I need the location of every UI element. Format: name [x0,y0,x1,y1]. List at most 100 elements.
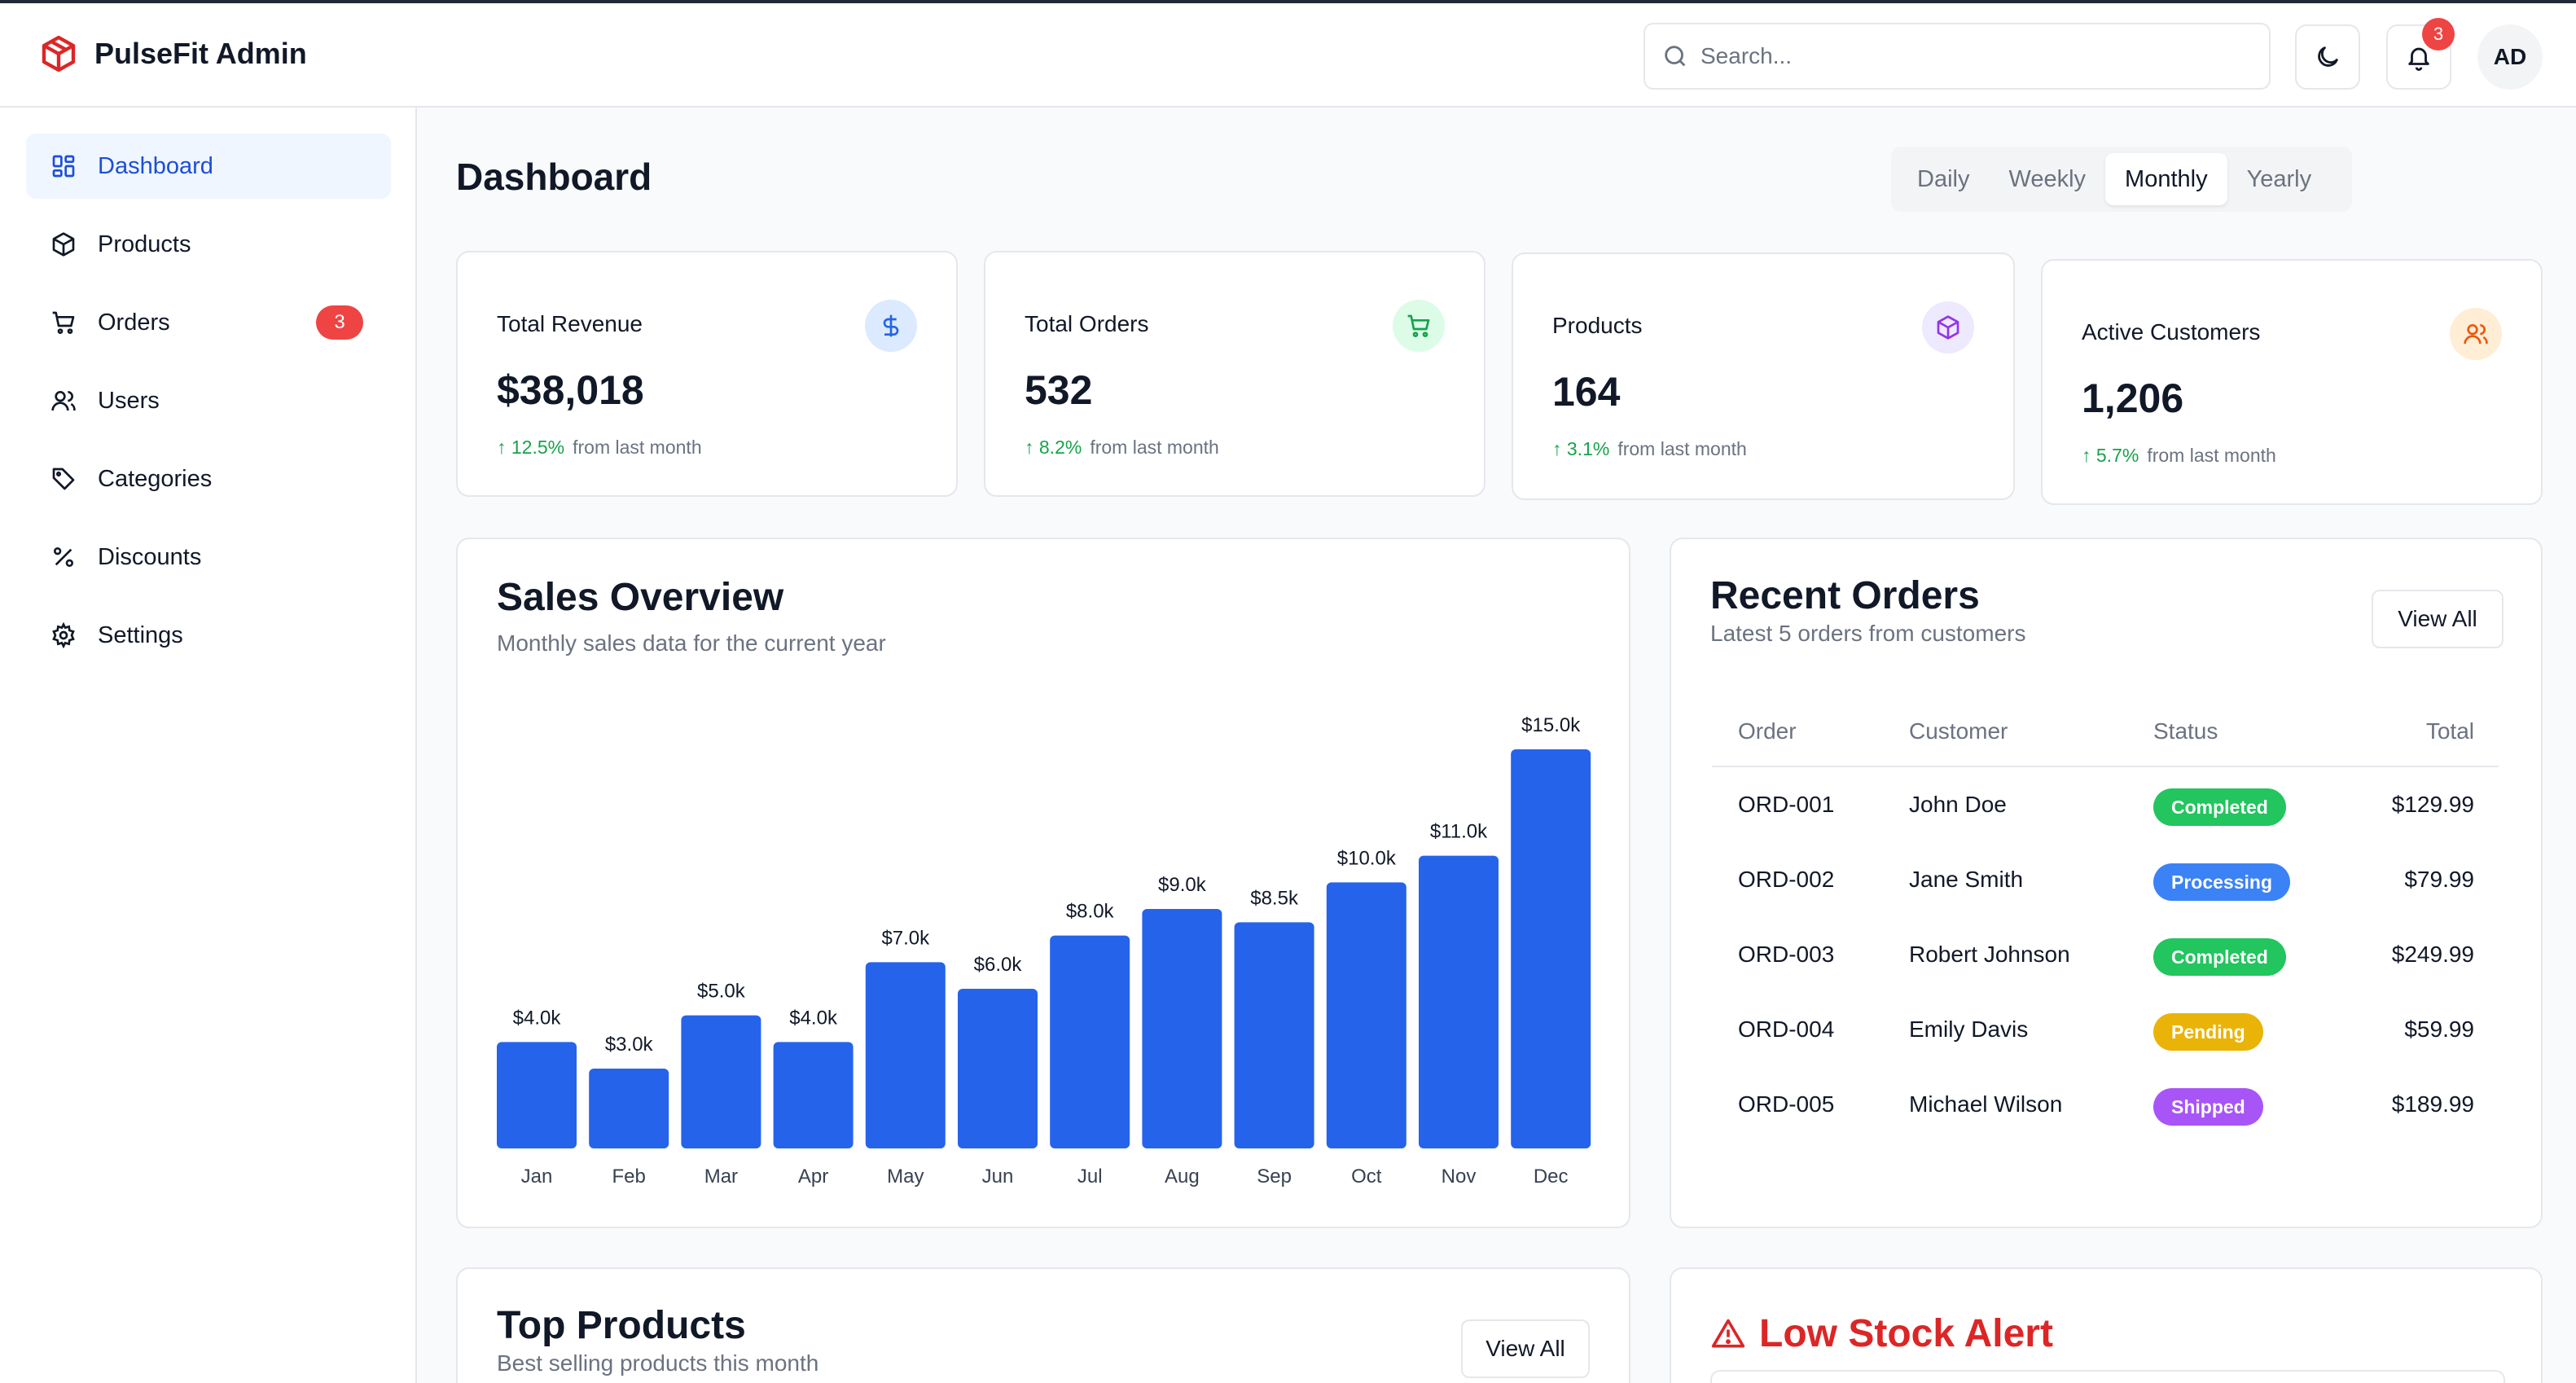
chart-bar-mar[interactable] [681,1015,761,1148]
user-avatar[interactable]: AD [2477,24,2543,90]
chart-bar-feb[interactable] [589,1069,669,1148]
stat-change: 3.1% [1566,438,1610,459]
sidebar-item-products[interactable]: Products [26,212,391,277]
chart-bar-jun[interactable] [958,989,1038,1148]
stat-change: 5.7% [2095,445,2139,466]
tab-daily[interactable]: Daily [1917,165,1970,192]
customer-name: John Doe [1909,792,2007,817]
x-tick-label: Oct [1351,1166,1382,1188]
sidebar-item-categories[interactable]: Categories [26,446,391,511]
status-badge: Completed [2153,788,2286,826]
sidebar-item-orders[interactable]: Orders 3 [26,290,391,355]
grid-icon [52,155,75,178]
bar-value-label: $7.0k [881,927,930,949]
theme-toggle-button[interactable] [2295,24,2360,90]
moon-icon [2318,46,2338,67]
stat-card-orders: Total Orders 532 ↑ 8.2% from last month [984,251,1485,497]
table-row[interactable]: ORD-001 John Doe Completed $129.99 [1712,769,2499,844]
stat-card-products: Products 164 ↑ 3.1% from last month [1512,252,2015,500]
brand[interactable]: PulseFit Admin [39,34,307,73]
stat-value: 1,206 [2082,375,2184,421]
stat-suffix: from last month [573,437,702,458]
stat-label: Total Revenue [497,311,643,336]
x-tick-label: Jun [982,1166,1014,1188]
stat-icon-badge [1922,301,1974,353]
bar-value-label: $4.0k [513,1007,562,1029]
stat-trend: ↑ 5.7% from last month [2082,445,2276,466]
x-tick-label: May [887,1166,924,1188]
sidebar-item-settings[interactable]: Settings [26,603,391,668]
order-id: ORD-001 [1738,792,1835,817]
chart-bar-jul[interactable] [1050,935,1130,1148]
bar-value-label: $8.5k [1250,887,1299,909]
stat-trend: ↑ 12.5% from last month [497,437,702,458]
app-name: PulseFit Admin [94,37,307,70]
x-tick-label: Dec [1534,1166,1569,1188]
table-row[interactable]: ORD-004 Emily Davis Pending $59.99 [1712,994,2499,1069]
sales-overview-subtitle: Monthly sales data for the current year [497,630,886,656]
customer-name: Jane Smith [1909,867,2024,892]
column-header-order: Order [1738,718,1797,744]
order-total: $129.99 [2391,792,2474,817]
view-all-orders-button[interactable]: View All [2372,590,2504,648]
status-badge: Completed [2153,938,2286,976]
stat-value: $38,018 [497,367,644,413]
package-icon [52,232,75,257]
top-products-title: Top Products [497,1304,746,1347]
tab-monthly[interactable]: Monthly [2105,153,2227,205]
package-icon [1937,315,1959,340]
search-box[interactable] [1643,23,2271,90]
chart-bar-jan[interactable] [497,1042,577,1148]
chart-bar-oct[interactable] [1326,882,1406,1148]
bar-value-label: $3.0k [605,1034,654,1056]
stat-label: Active Customers [2082,319,2261,345]
sidebar-item-label: Discounts [98,543,202,570]
customer-name: Michael Wilson [1909,1091,2063,1117]
stat-value: 532 [1025,367,1093,413]
x-tick-label: Jul [1077,1166,1103,1188]
table-row[interactable]: ORD-003 Robert Johnson Completed $249.99 [1712,919,2499,994]
sidebar-item-label: Users [98,387,160,414]
order-total: $79.99 [2404,867,2474,892]
bar-value-label: $10.0k [1337,847,1397,869]
stat-trend: ↑ 3.1% from last month [1552,438,1747,459]
chart-bar-may[interactable] [865,962,946,1148]
chart-bar-nov[interactable] [1419,855,1499,1148]
stat-suffix: from last month [1617,438,1747,459]
chart-bar-aug[interactable] [1142,909,1222,1148]
table-row[interactable]: ORD-005 Michael Wilson Shipped $189.99 [1712,1069,2499,1144]
notifications-button[interactable]: 3 [2386,18,2455,90]
sidebar-item-dashboard[interactable]: Dashboard [26,134,391,199]
low-stock-card: Low Stock Alert [1670,1267,2543,1383]
sidebar: Dashboard Products Orders 3 Users Catego… [0,108,417,1383]
bell-icon [2408,47,2429,71]
order-total: $249.99 [2391,942,2474,967]
search-input[interactable] [1701,43,2254,69]
tag-icon [52,468,75,490]
cart-icon [52,311,75,334]
recent-orders-card: Recent Orders Latest 5 orders from custo… [1670,538,2543,1228]
tab-weekly[interactable]: Weekly [2008,165,2087,192]
sidebar-item-label: Orders [98,309,170,336]
percent-icon [54,547,73,567]
chart-bar-apr[interactable] [773,1042,854,1148]
order-id: ORD-003 [1738,942,1835,967]
x-tick-label: Aug [1165,1166,1200,1188]
x-tick-label: Feb [612,1166,646,1188]
top-bar: PulseFit Admin 3 AD [0,0,2576,108]
view-all-products-button[interactable]: View All [1461,1319,1590,1378]
table-row[interactable]: ORD-002 Jane Smith Processing $79.99 [1712,844,2499,919]
column-header-status: Status [2153,718,2218,744]
chart-bar-sep[interactable] [1234,922,1314,1148]
sidebar-item-users[interactable]: Users [26,368,391,433]
order-id: ORD-002 [1738,867,1835,892]
chart-bar-dec[interactable] [1511,749,1591,1148]
stat-label: Products [1552,313,1643,338]
status-badge: Pending [2153,1013,2263,1051]
dollar-icon [883,314,899,337]
sidebar-item-label: Products [98,230,191,257]
bar-value-label: $15.0k [1521,714,1581,736]
tab-yearly[interactable]: Yearly [2246,165,2312,192]
bar-value-label: $6.0k [974,954,1023,976]
sidebar-item-discounts[interactable]: Discounts [26,525,391,590]
